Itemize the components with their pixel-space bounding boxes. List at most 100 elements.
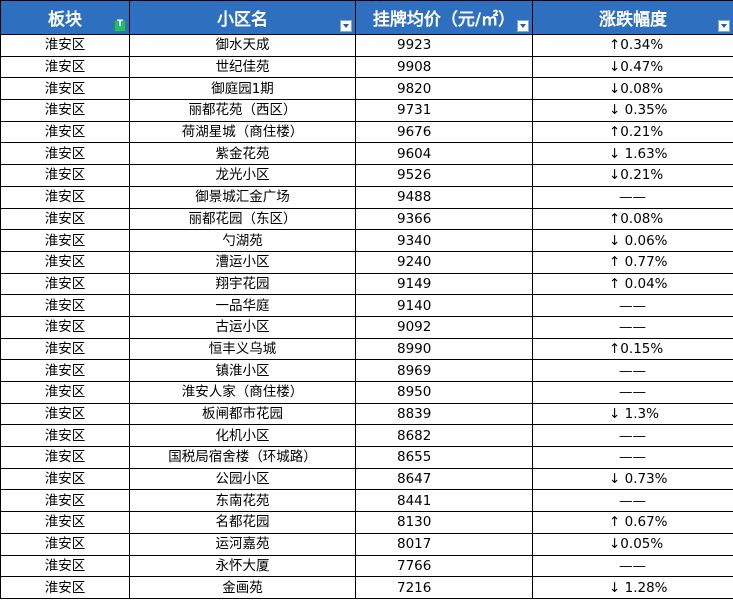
header-price[interactable]: 挂牌均价（元/㎡） [355, 0, 533, 35]
district-cell[interactable]: 淮安区 [0, 164, 130, 187]
change-cell[interactable]: ↓ 1.3% [532, 402, 733, 426]
district-cell[interactable]: 淮安区 [0, 142, 130, 166]
community-cell[interactable]: 荷湖星城（商住楼） [129, 120, 356, 144]
header-district[interactable]: 板块 [0, 0, 130, 35]
change-cell[interactable]: ↑0.21% [532, 120, 733, 144]
filter-dropdown-icon[interactable] [718, 20, 730, 32]
price-cell[interactable]: 8682 [355, 424, 533, 448]
price-cell[interactable]: 9908 [355, 55, 533, 79]
change-cell[interactable]: ↓0.08% [532, 77, 733, 101]
district-cell[interactable]: 淮安区 [0, 99, 130, 122]
district-cell[interactable]: 淮安区 [0, 402, 130, 426]
change-cell[interactable]: ↑ 0.04% [532, 272, 733, 296]
price-cell[interactable]: 9604 [355, 142, 533, 166]
community-cell[interactable]: 御水天成 [129, 34, 356, 57]
community-cell[interactable]: 镇淮小区 [129, 359, 356, 382]
change-cell[interactable]: —— [532, 185, 733, 209]
district-cell[interactable]: 淮安区 [0, 381, 130, 404]
district-cell[interactable]: 淮安区 [0, 34, 130, 57]
price-cell[interactable]: 7766 [355, 554, 533, 578]
community-cell[interactable]: 翔宇花园 [129, 272, 356, 296]
district-cell[interactable]: 淮安区 [0, 55, 130, 79]
price-cell[interactable]: 8130 [355, 511, 533, 534]
district-cell[interactable]: 淮安区 [0, 77, 130, 101]
price-cell[interactable]: 9676 [355, 120, 533, 144]
header-community[interactable]: 小区名 [129, 0, 356, 35]
price-cell[interactable]: 9092 [355, 315, 533, 339]
price-cell[interactable]: 9149 [355, 272, 533, 296]
filter-active-icon[interactable] [114, 19, 126, 32]
district-cell[interactable]: 淮安区 [0, 272, 130, 296]
change-cell[interactable]: ↓ 1.63% [532, 142, 733, 166]
change-cell[interactable]: ↓ 0.35% [532, 99, 733, 122]
change-cell[interactable]: —— [532, 315, 733, 339]
community-cell[interactable]: 紫金花苑 [129, 142, 356, 166]
community-cell[interactable]: 金画苑 [129, 576, 356, 599]
district-cell[interactable]: 淮安区 [0, 359, 130, 382]
district-cell[interactable]: 淮安区 [0, 511, 130, 534]
change-cell[interactable]: —— [532, 359, 733, 382]
district-cell[interactable]: 淮安区 [0, 554, 130, 578]
change-cell[interactable]: ↑0.08% [532, 207, 733, 231]
community-cell[interactable]: 勺湖苑 [129, 229, 356, 252]
community-cell[interactable]: 化机小区 [129, 424, 356, 448]
district-cell[interactable]: 淮安区 [0, 532, 130, 556]
price-cell[interactable]: 9820 [355, 77, 533, 101]
change-cell[interactable]: —— [532, 446, 733, 469]
price-cell[interactable]: 8839 [355, 402, 533, 426]
community-cell[interactable]: 板闸都市花园 [129, 402, 356, 426]
district-cell[interactable]: 淮安区 [0, 185, 130, 209]
price-cell[interactable]: 8441 [355, 489, 533, 513]
change-cell[interactable]: —— [532, 381, 733, 404]
community-cell[interactable]: 丽都花园（东区） [129, 207, 356, 231]
filter-dropdown-icon[interactable] [340, 20, 352, 32]
change-cell[interactable]: —— [532, 424, 733, 448]
price-cell[interactable]: 8950 [355, 381, 533, 404]
price-cell[interactable]: 9526 [355, 164, 533, 187]
district-cell[interactable]: 淮安区 [0, 229, 130, 252]
district-cell[interactable]: 淮安区 [0, 446, 130, 469]
change-cell[interactable]: ↑ 0.67% [532, 511, 733, 534]
community-cell[interactable]: 国税局宿舍楼（环城路） [129, 446, 356, 469]
price-cell[interactable]: 7216 [355, 576, 533, 599]
price-cell[interactable]: 9488 [355, 185, 533, 209]
price-cell[interactable]: 9340 [355, 229, 533, 252]
district-cell[interactable]: 淮安区 [0, 207, 130, 231]
change-cell[interactable]: ↑0.34% [532, 34, 733, 57]
community-cell[interactable]: 龙光小区 [129, 164, 356, 187]
district-cell[interactable]: 淮安区 [0, 489, 130, 513]
price-cell[interactable]: 9140 [355, 294, 533, 317]
district-cell[interactable]: 淮安区 [0, 467, 130, 491]
change-cell[interactable]: ↓ 0.06% [532, 229, 733, 252]
community-cell[interactable]: 永怀大厦 [129, 554, 356, 578]
community-cell[interactable]: 公园小区 [129, 467, 356, 491]
change-cell[interactable]: —— [532, 554, 733, 578]
change-cell[interactable]: ↓0.21% [532, 164, 733, 187]
community-cell[interactable]: 淮安人家（商住楼） [129, 381, 356, 404]
community-cell[interactable]: 一品华庭 [129, 294, 356, 317]
district-cell[interactable]: 淮安区 [0, 337, 130, 361]
header-change[interactable]: 涨跌幅度 [532, 0, 733, 35]
district-cell[interactable]: 淮安区 [0, 120, 130, 144]
change-cell[interactable]: ↑0.15% [532, 337, 733, 361]
price-cell[interactable]: 8969 [355, 359, 533, 382]
price-cell[interactable]: 9366 [355, 207, 533, 231]
change-cell[interactable]: ↑ 0.77% [532, 250, 733, 274]
community-cell[interactable]: 运河嘉苑 [129, 532, 356, 556]
district-cell[interactable]: 淮安区 [0, 294, 130, 317]
community-cell[interactable]: 古运小区 [129, 315, 356, 339]
change-cell[interactable]: ↓0.47% [532, 55, 733, 79]
change-cell[interactable]: —— [532, 489, 733, 513]
community-cell[interactable]: 御庭园1期 [129, 77, 356, 101]
community-cell[interactable]: 东南花苑 [129, 489, 356, 513]
change-cell[interactable]: ↓ 0.73% [532, 467, 733, 491]
change-cell[interactable]: ↓ 1.28% [532, 576, 733, 599]
community-cell[interactable]: 御景城汇金广场 [129, 185, 356, 209]
community-cell[interactable]: 漕运小区 [129, 250, 356, 274]
price-cell[interactable]: 9731 [355, 99, 533, 122]
price-cell[interactable]: 9240 [355, 250, 533, 274]
price-cell[interactable]: 8990 [355, 337, 533, 361]
price-cell[interactable]: 8017 [355, 532, 533, 556]
community-cell[interactable]: 名都花园 [129, 511, 356, 534]
community-cell[interactable]: 恒丰义乌城 [129, 337, 356, 361]
